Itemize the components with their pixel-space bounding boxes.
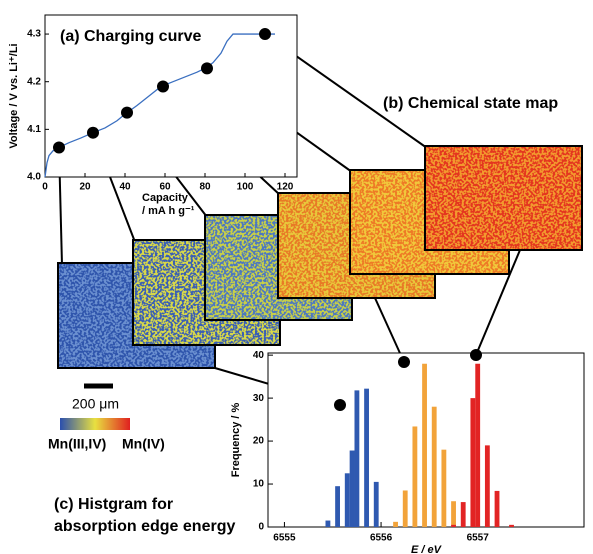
point <box>53 141 65 154</box>
bar <box>494 490 500 527</box>
bar <box>335 486 340 527</box>
link-dot <box>398 356 410 368</box>
link-dot <box>470 349 482 361</box>
x-tick-label: 80 <box>199 182 211 193</box>
bar <box>422 363 427 527</box>
x-tick-label: 0 <box>42 182 48 193</box>
x-tick-label: 6556 <box>370 533 393 544</box>
bar <box>470 398 476 527</box>
x-tick-label: 6555 <box>273 533 296 544</box>
hist-title-1: (c) Histgram for <box>54 496 173 513</box>
y-label: Voltage / V vs. Li⁺/Li <box>8 43 20 148</box>
colorbar-high: Mn(IV) <box>122 436 165 452</box>
x-label: E / eV <box>411 544 443 554</box>
bar <box>431 406 437 527</box>
plot-area <box>44 14 298 178</box>
x-label: Capacity <box>142 192 189 204</box>
point <box>259 28 271 41</box>
bar <box>393 521 398 527</box>
point <box>87 126 99 139</box>
link-dot <box>334 399 346 411</box>
bar <box>412 426 418 527</box>
y-tick-label: 40 <box>253 350 265 361</box>
hist-title-2: absorption edge energy <box>54 518 235 535</box>
bar <box>460 502 466 527</box>
y-tick-label: 4.2 <box>27 76 41 87</box>
x-tick-label: 40 <box>119 182 131 193</box>
bar <box>475 363 481 527</box>
map-texture <box>425 146 582 250</box>
bar <box>509 524 514 527</box>
bar <box>441 449 447 527</box>
bar <box>354 390 360 527</box>
x-tick-label: 100 <box>237 182 254 193</box>
bar <box>344 473 350 527</box>
y-tick-label: 30 <box>253 393 265 404</box>
connector <box>475 249 521 356</box>
bar <box>364 388 369 527</box>
y-tick-label: 4.3 <box>27 29 41 40</box>
x-tick-label: 60 <box>159 182 171 193</box>
point <box>201 62 213 75</box>
x-tick-label: 120 <box>277 182 294 193</box>
bar <box>373 481 379 527</box>
y-label: Frequency / % <box>230 402 242 477</box>
map-title: (b) Chemical state map <box>383 95 558 112</box>
bar <box>349 450 355 527</box>
bar <box>402 490 408 527</box>
x-label: / mA h g⁻¹ <box>142 205 195 217</box>
y-tick-label: 4.0 <box>27 172 41 183</box>
bar <box>484 445 490 527</box>
bar <box>325 520 331 527</box>
bar <box>451 501 456 527</box>
x-tick-label: 6557 <box>467 533 490 544</box>
point <box>121 106 133 119</box>
colorbar <box>60 418 130 430</box>
x-tick-label: 20 <box>79 182 91 193</box>
connector <box>374 297 405 363</box>
y-tick-label: 4.1 <box>27 124 41 135</box>
y-tick-label: 20 <box>253 436 265 447</box>
bar <box>451 524 456 527</box>
y-tick-label: 10 <box>253 479 265 490</box>
scale-label: 200 μm <box>72 396 119 412</box>
y-tick-label: 0 <box>258 522 264 533</box>
colorbar-low: Mn(III,IV) <box>48 436 106 452</box>
chart-title: (a) Charging curve <box>60 28 201 45</box>
maps <box>57 145 583 369</box>
map-border <box>424 145 583 251</box>
point <box>157 80 169 93</box>
